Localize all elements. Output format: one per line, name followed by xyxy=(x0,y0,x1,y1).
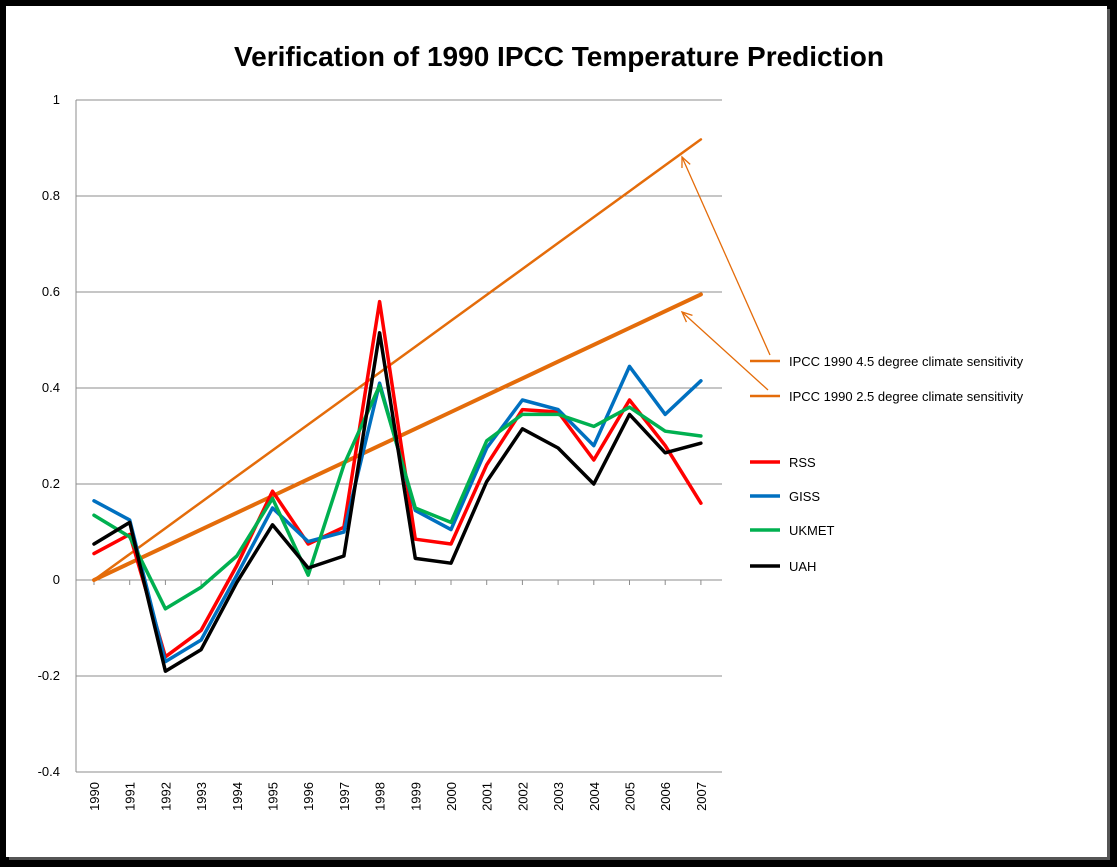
x-tick-label: 2002 xyxy=(515,782,530,811)
annotation-arrow xyxy=(681,311,769,391)
series-layer xyxy=(92,138,703,673)
axis-layer: 1 0.8 0.6 0.4 0.2 0 -0.2 -0.4 1990 1991 1992 1993 19… xyxy=(38,92,722,811)
chart-title: Verification of 1990 IPCC Temperature Pr… xyxy=(234,41,884,72)
x-tick-label: 1993 xyxy=(194,782,209,811)
x-tick-label: 2007 xyxy=(694,782,709,811)
x-tick-label: 1997 xyxy=(337,782,352,811)
x-tick-label: 1999 xyxy=(408,782,423,811)
y-tick-label: 0.6 xyxy=(42,284,60,299)
x-tick-label: 2006 xyxy=(658,782,673,811)
x-tick-label: 2004 xyxy=(587,782,602,811)
legend-label: UKMET xyxy=(789,523,835,538)
y-tick-label: -0.2 xyxy=(38,668,60,683)
annotation-arrow xyxy=(681,156,771,356)
y-tick-label: 0 xyxy=(53,572,60,587)
x-tick-label: 1992 xyxy=(158,782,173,811)
y-tick-label: 0.2 xyxy=(42,476,60,491)
x-tick-label: 2003 xyxy=(551,782,566,811)
legend-label: GISS xyxy=(789,489,820,504)
y-tick-label: -0.4 xyxy=(38,764,60,779)
legend: IPCC 1990 4.5 degree climate sensitivity… xyxy=(750,354,1024,574)
annotation-layer xyxy=(680,155,771,391)
x-tick-label: 1991 xyxy=(123,782,138,811)
y-tick-label: 1 xyxy=(53,92,60,107)
series-line xyxy=(92,331,703,673)
x-tick-label: 1998 xyxy=(373,782,388,811)
legend-label: IPCC 1990 4.5 degree climate sensitivity xyxy=(789,354,1024,369)
x-tick-label: 2005 xyxy=(623,782,638,811)
legend-label: IPCC 1990 2.5 degree climate sensitivity xyxy=(789,389,1024,404)
chart-panel xyxy=(6,6,1107,857)
arrowhead xyxy=(680,310,693,323)
y-tick-label: 0.8 xyxy=(42,188,60,203)
series-line xyxy=(92,299,703,659)
x-tick-label: 2000 xyxy=(444,782,459,811)
arrowhead xyxy=(681,155,691,169)
legend-label: RSS xyxy=(789,455,816,470)
series-line xyxy=(92,138,703,582)
legend-label: UAH xyxy=(789,559,816,574)
x-tick-label: 2001 xyxy=(480,782,495,811)
x-tick-label: 1995 xyxy=(266,782,281,811)
y-tick-label: 0.4 xyxy=(42,380,60,395)
x-tick-label: 1994 xyxy=(230,782,245,811)
x-tick-label: 1990 xyxy=(87,782,102,811)
x-tick-label: 1996 xyxy=(301,782,316,811)
